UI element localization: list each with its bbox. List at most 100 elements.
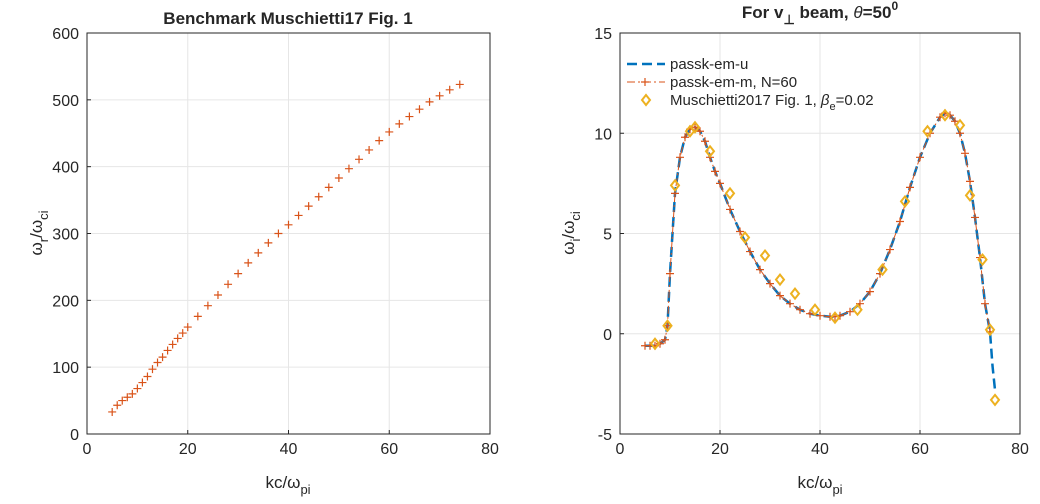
data-point-plus [405,112,414,121]
x-tick-label: 20 [711,441,729,458]
data-point-plus [203,301,212,310]
data-point-diamond [984,323,996,337]
data-point-plus [334,174,343,183]
data-point-plus [173,334,182,343]
data-point-plus [766,279,774,288]
x-tick-label: 40 [280,441,298,458]
data-point-diamond [739,230,751,245]
data-point-plus [455,80,464,89]
data-point-diamond [662,319,673,333]
x-tick-label: 40 [811,441,829,458]
legend-label-passk-em-u: passk-em-u [670,56,748,73]
data-point-plus [663,321,672,330]
data-point-plus [113,401,122,410]
x-tick-label: 60 [911,441,929,458]
data-point-plus [355,155,364,164]
data-point-diamond [964,188,976,203]
data-point-plus [163,346,172,355]
data-point-plus [916,153,924,162]
data-point-plus [244,258,253,267]
data-point-plus [324,183,333,192]
data-point-diamond [977,252,988,267]
x-tick-label: 80 [481,441,499,458]
left-chart-title: Benchmark Muschietti17 Fig. 1 [163,9,412,28]
data-point-plus [681,133,689,142]
right-chart-legend: passk-em-u passk-em-m, N=60 Muschietti20… [627,56,874,113]
data-point-plus [951,117,959,126]
y-tick-label: 0 [603,327,612,344]
data-point-plus [224,280,233,289]
y-tick-label: 0 [70,427,79,444]
data-point-plus [304,202,313,211]
data-point-plus [344,164,353,173]
data-point-plus [274,229,283,238]
data-point-plus [666,269,674,278]
right-chart-xlabel: kc/ωpi [797,473,842,497]
data-point-plus [796,305,804,314]
data-point-diamond [724,186,736,201]
data-point-diamond [774,273,786,287]
data-point-plus [711,167,719,176]
data-point-plus [375,136,384,145]
data-point-plus [133,384,142,393]
data-point-plus [234,269,243,278]
data-point-plus [118,396,127,405]
data-point-plus [726,205,734,214]
y-tick-label: 400 [52,160,79,177]
data-point-plus [385,127,394,136]
right-chart-series [641,108,1001,407]
data-point-plus [294,211,303,220]
data-point-plus [143,372,152,381]
x-tick-label: 0 [83,441,92,458]
data-point-plus [415,105,424,114]
data-point-plus [254,248,263,257]
y-tick-label: -5 [598,427,612,444]
data-point-plus [736,227,744,236]
y-tick-label: 100 [52,360,79,377]
data-point-diamond [954,118,966,132]
data-point-plus [138,378,147,387]
data-point-plus [846,307,854,316]
data-point-diamond [939,108,951,122]
data-point-plus [966,177,974,186]
data-point-plus [284,220,293,229]
y-tick-label: 10 [594,126,612,143]
data-point-plus [701,137,709,146]
data-point-plus [183,323,192,332]
data-point-plus [776,291,784,300]
data-point-plus [866,287,874,296]
data-point-plus [168,340,177,349]
x-tick-label: 0 [616,441,625,458]
left-chart-series [108,80,464,416]
data-point-diamond [852,303,863,317]
data-point-plus [395,119,404,128]
data-point-diamond [689,120,701,134]
data-point-plus [896,217,904,226]
right-chart-ylabel: ωi/ωci [559,211,583,255]
y-tick-label: 15 [594,26,612,43]
data-point-diamond [649,337,661,351]
right-chart-title: For v⊥ beam, θ=500 [742,0,899,27]
data-point-plus [756,265,764,274]
x-tick-label: 80 [1011,441,1029,458]
data-point-diamond [899,194,911,209]
data-point-plus [816,311,824,320]
data-point-plus [746,247,754,256]
data-point-plus [264,238,273,247]
data-point-plus [123,393,132,402]
data-point-diamond [829,311,841,325]
data-point-diamond [877,262,888,277]
y-tick-label: 600 [52,26,79,43]
y-tick-label: 200 [52,293,79,310]
data-point-plus [886,245,894,254]
left-chart-xlabel: kc/ωpi [265,473,310,497]
left-chart-grid [86,32,491,435]
data-point-plus [158,353,167,362]
data-point-plus [435,91,444,100]
data-point-plus [153,358,162,367]
data-point-plus [425,97,434,106]
data-point-plus [178,329,187,338]
